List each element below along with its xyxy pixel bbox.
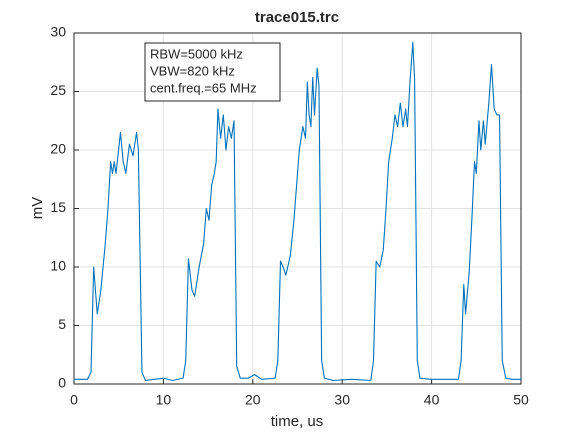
x-axis-label: time, us: [271, 413, 324, 430]
y-axis-label: mV: [29, 197, 46, 220]
annotation-text: RBW=5000 kHz: [150, 46, 243, 61]
x-tick-label: 10: [156, 392, 172, 408]
y-tick-label: 0: [58, 375, 66, 391]
x-tick-label: 30: [334, 392, 350, 408]
axes-box: [73, 32, 522, 385]
x-tick-label: 0: [70, 392, 78, 408]
annotation-box: [144, 42, 281, 102]
trace-line: [74, 41, 521, 382]
y-tick-label: 25: [50, 82, 66, 98]
x-tick-label: 40: [424, 392, 440, 408]
x-tick-label: 50: [513, 392, 529, 408]
annotation-text: VBW=820 kHz: [150, 63, 235, 78]
y-tick-label: 20: [50, 141, 66, 157]
y-tick-label: 5: [58, 316, 66, 332]
chart-title: trace015.trc: [255, 9, 339, 26]
x-tick-label: 20: [245, 392, 261, 408]
y-tick-label: 15: [50, 199, 66, 215]
y-tick-label: 10: [50, 258, 66, 274]
y-tick-label: 30: [50, 24, 66, 40]
annotation-text: cent.freq.=65 MHz: [150, 80, 257, 95]
